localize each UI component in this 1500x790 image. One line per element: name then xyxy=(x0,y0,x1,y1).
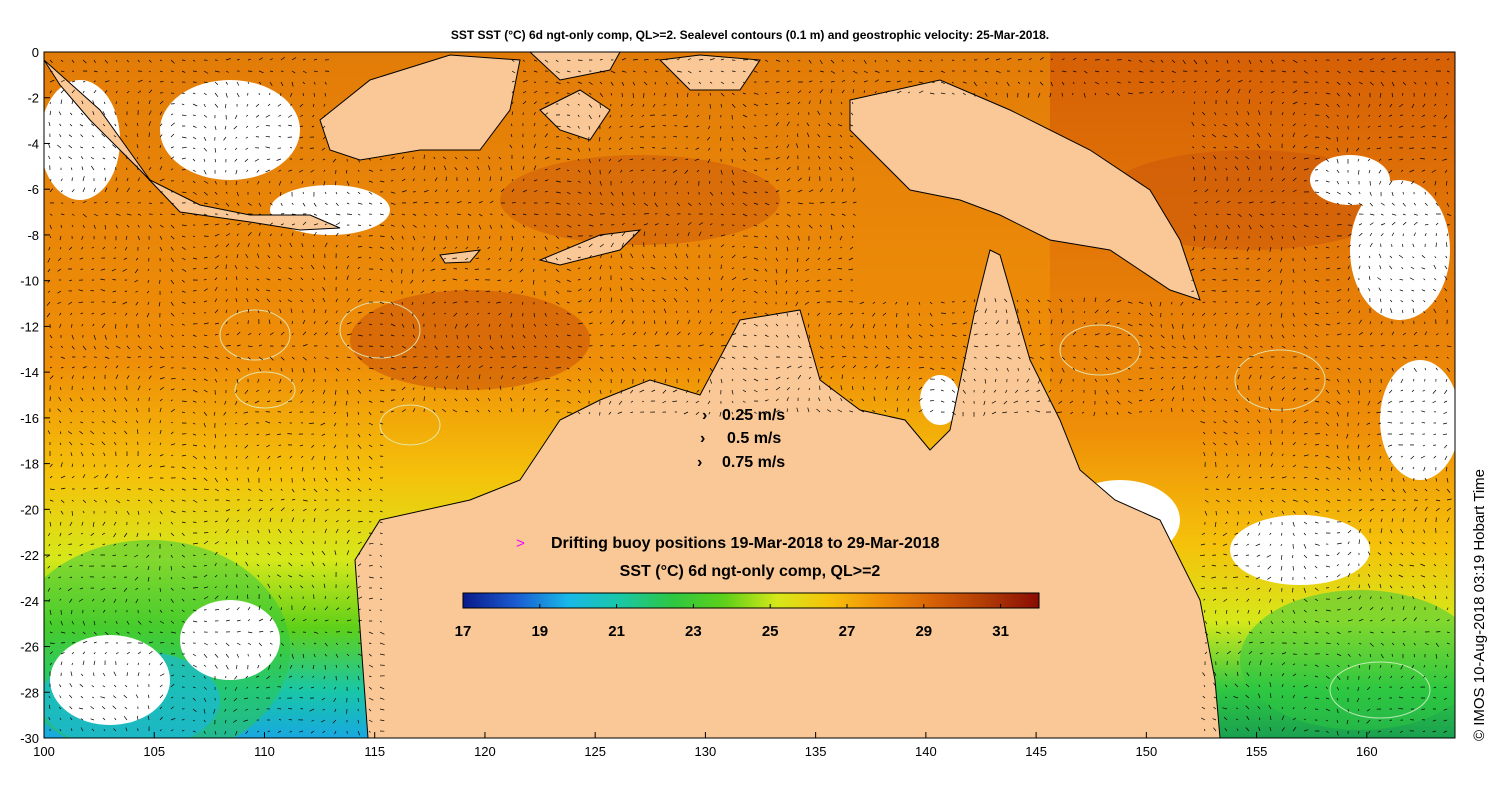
buoy-legend-label: Drifting buoy positions 19-Mar-2018 to 2… xyxy=(551,535,940,552)
warm-pool-patch xyxy=(350,290,590,390)
map-plot-area xyxy=(44,52,1455,738)
australia-land xyxy=(354,249,1221,738)
y-tick-label: -6 xyxy=(27,182,39,197)
geostrophic-velocity-arrows xyxy=(46,56,1452,736)
colorbar-tick-label: 25 xyxy=(762,623,779,640)
colorbar-ticks: 17 19 21 23 25 27 29 31 xyxy=(455,604,1009,640)
sealevel-contours xyxy=(219,301,1431,719)
y-tick-label: -28 xyxy=(20,685,39,700)
philippines-land xyxy=(529,52,621,81)
x-axis: 100 105 110 115 120 125 130 135 140 145 150 155 160 xyxy=(33,732,1378,759)
velocity-legend-label-1: 0.25 m/s xyxy=(722,407,785,424)
colorbar: SST (°C) 6d ngt-only comp, QL>=2 17 19 21 2… xyxy=(455,563,1040,640)
buoy-legend: > Drifting buoy positions 19-Mar-2018 to… xyxy=(516,535,940,552)
velocity-legend-label-3: 0.75 m/s xyxy=(722,454,785,471)
colorbar-tick-label: 31 xyxy=(992,623,1009,640)
plot-frame xyxy=(43,51,1456,739)
velocity-legend-label-2: 0.5 m/s xyxy=(727,430,781,447)
sumba-land xyxy=(439,249,482,264)
y-tick-label: 0 xyxy=(32,45,39,60)
map-title: SST SST (°C) 6d ngt-only comp, QL>=2. Se… xyxy=(450,28,1050,42)
x-tick-label: 150 xyxy=(1135,744,1157,759)
y-tick-label: -30 xyxy=(20,731,39,746)
x-tick-label: 125 xyxy=(584,744,606,759)
sulawesi-land xyxy=(539,89,611,141)
y-tick-label: -10 xyxy=(20,274,39,289)
velocity-legend: › 0.25 m/s › 0.5 m/s › 0.75 m/s xyxy=(697,407,785,471)
x-tick-label: 115 xyxy=(364,744,385,759)
colorbar-tick-label: 23 xyxy=(685,623,702,640)
y-tick-label: -24 xyxy=(20,594,39,609)
halmahera-land xyxy=(658,54,761,91)
colorbar-title: SST (°C) 6d ngt-only comp, QL>=2 xyxy=(620,563,881,580)
colorbar-ramp xyxy=(462,592,1040,609)
velocity-legend-arrow: › xyxy=(697,454,702,471)
y-tick-label: -26 xyxy=(20,640,39,655)
velocity-legend-arrow: › xyxy=(700,430,705,447)
y-tick-label: -12 xyxy=(20,319,39,334)
cool-water-patch xyxy=(1240,590,1455,730)
land-masses xyxy=(44,52,1221,738)
x-tick-label: 110 xyxy=(254,744,275,759)
y-tick-label: -4 xyxy=(27,136,39,151)
x-tick-label: 105 xyxy=(143,744,165,759)
timor-land xyxy=(538,229,642,266)
colorbar-tick-label: 19 xyxy=(531,623,548,640)
x-tick-label: 130 xyxy=(695,744,717,759)
velocity-arrow-strokes xyxy=(46,56,1452,736)
no-data-cloud-areas xyxy=(44,80,1455,725)
x-tick-label: 155 xyxy=(1246,744,1268,759)
y-tick-label: -22 xyxy=(20,548,39,563)
x-tick-label: 145 xyxy=(1025,744,1047,759)
y-tick-label: -2 xyxy=(27,91,39,106)
colorbar-tick-label: 29 xyxy=(915,623,932,640)
x-tick-label: 160 xyxy=(1356,744,1378,759)
indonesia-land xyxy=(44,59,341,231)
y-tick-label: -16 xyxy=(20,411,39,426)
x-tick-label: 135 xyxy=(805,744,827,759)
colorbar-tick-label: 17 xyxy=(455,623,472,640)
credit-text: © IMOS 10-Aug-2018 03:19 Hobart Time xyxy=(1471,468,1488,741)
colorbar-tick-label: 27 xyxy=(839,623,856,640)
y-axis: 0 -2 -4 -6 -8 -10 -12 -14 -16 -18 -20 -22 -24 -26 -28 -… xyxy=(20,45,50,746)
borneo-land xyxy=(319,54,521,161)
x-tick-label: 100 xyxy=(33,744,55,759)
y-tick-label: -14 xyxy=(20,365,39,380)
buoy-marker-icon: > xyxy=(516,535,525,552)
y-tick-label: -20 xyxy=(20,502,39,517)
x-tick-label: 120 xyxy=(474,744,496,759)
y-tick-label: -18 xyxy=(20,457,39,472)
warm-pool-patch xyxy=(500,155,780,245)
velocity-legend-arrow: › xyxy=(702,407,707,424)
y-tick-label: -8 xyxy=(27,228,39,243)
x-tick-label: 140 xyxy=(915,744,937,759)
new-guinea-land xyxy=(849,79,1201,301)
colorbar-tick-label: 21 xyxy=(608,623,625,640)
